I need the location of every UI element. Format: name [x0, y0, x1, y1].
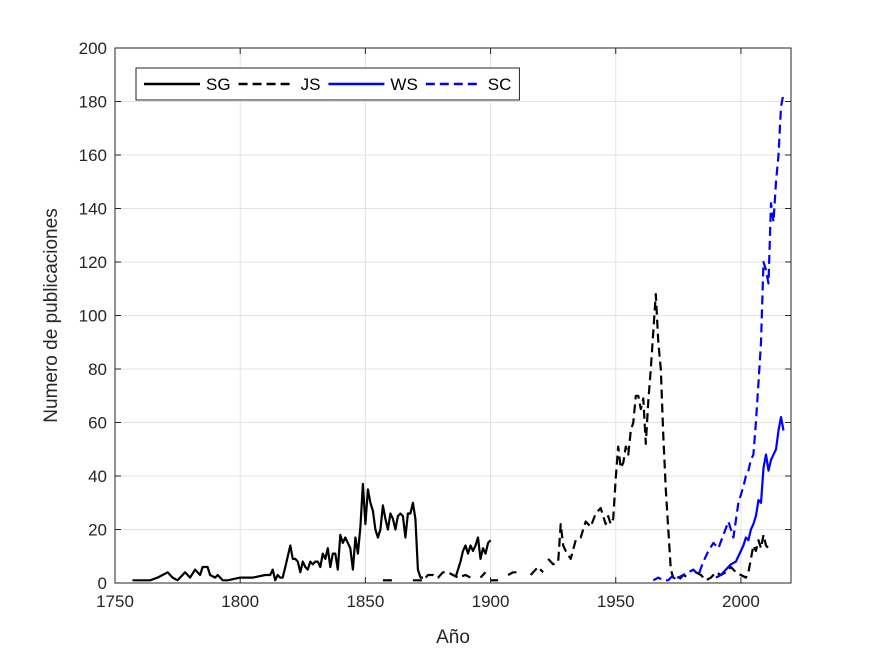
series-sc — [652, 93, 785, 582]
x-axis-label: Año — [436, 627, 470, 648]
x-tick-label: 1800 — [221, 592, 259, 611]
y-tick-label: 100 — [79, 307, 107, 326]
series-ws — [715, 416, 785, 579]
series-line-js — [412, 571, 472, 582]
series-layer — [132, 93, 785, 582]
y-tick-label: 140 — [79, 200, 107, 219]
x-tick-label: 2000 — [722, 592, 760, 611]
series-line-js — [529, 565, 544, 576]
y-tick-label: 160 — [79, 146, 107, 165]
ticks: 1750 1800 1850 1900 1950 2000 0 20 40 60 80 100 120 1… — [79, 39, 791, 611]
x-tick-label: 1850 — [346, 592, 384, 611]
series-line-ws — [715, 416, 785, 579]
series-line-js — [547, 293, 689, 582]
series-line-sg — [132, 482, 423, 582]
legend-label-sg: SG — [206, 75, 231, 94]
y-tick-label: 200 — [79, 39, 107, 58]
y-tick-label: 40 — [88, 467, 107, 486]
y-tick-label: 20 — [88, 521, 107, 540]
y-tick-label: 60 — [88, 414, 107, 433]
x-tick-label: 1950 — [597, 592, 635, 611]
series-sg — [132, 482, 492, 582]
series-js — [382, 293, 770, 582]
y-tick-label: 0 — [98, 574, 107, 593]
series-line-sg — [454, 536, 492, 578]
series-line-js — [507, 571, 519, 576]
legend-label-js: JS — [301, 75, 321, 94]
y-axis-label: Numero de publicaciones — [41, 208, 62, 422]
y-tick-label: 180 — [79, 93, 107, 112]
series-line-js — [695, 533, 770, 582]
y-tick-label: 120 — [79, 253, 107, 272]
legend-label-ws: WS — [390, 75, 417, 94]
y-tick-label: 80 — [88, 360, 107, 379]
series-line-sc — [652, 93, 785, 582]
legend-label-sc: SC — [488, 75, 512, 94]
x-tick-label: 1750 — [96, 592, 134, 611]
legend: SG JS WS SC — [135, 67, 520, 101]
x-tick-label: 1900 — [472, 592, 510, 611]
series-line-js — [479, 571, 487, 579]
